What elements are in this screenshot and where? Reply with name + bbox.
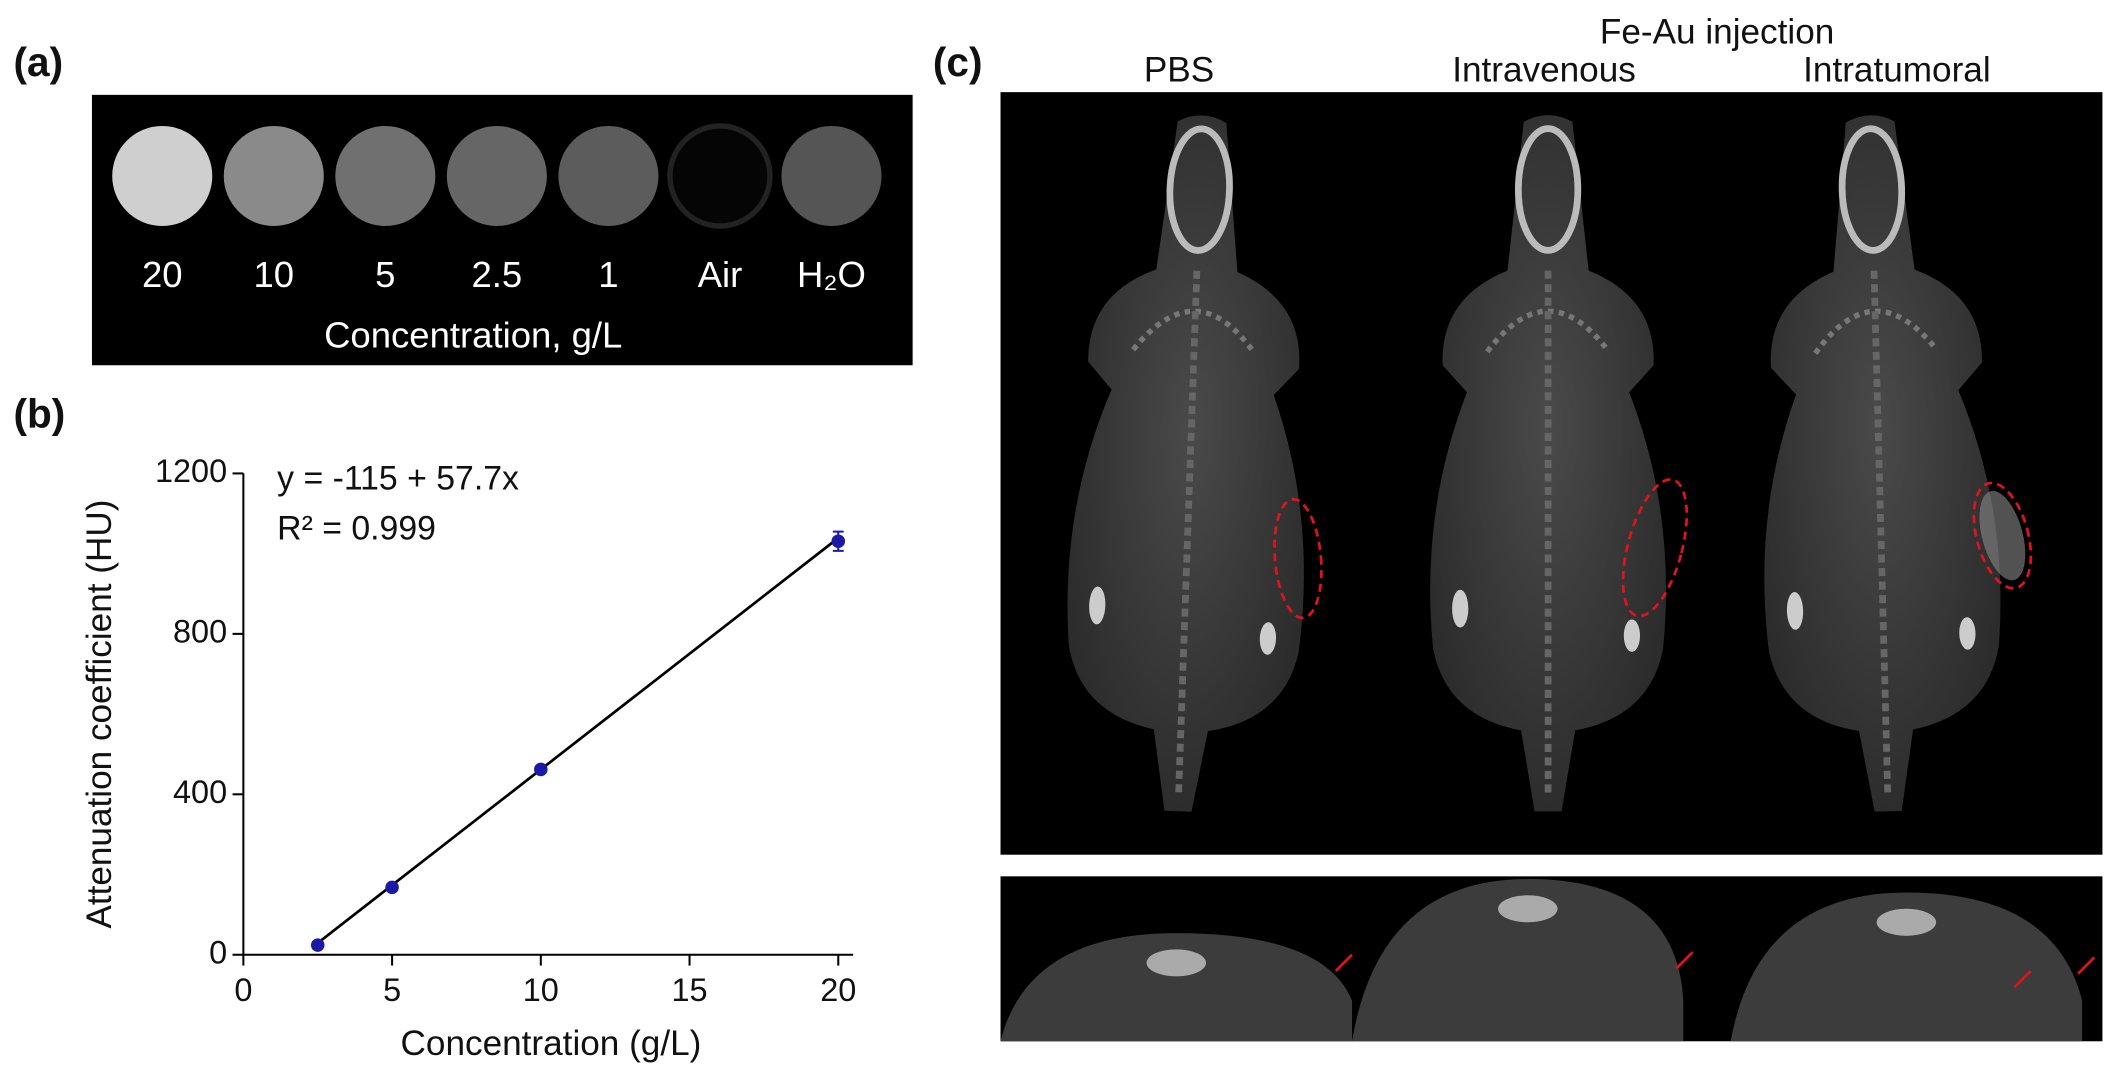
axial-slice — [1000, 933, 1353, 1042]
phantom-label: 10 — [253, 254, 294, 295]
phantom-label: H₂O — [797, 254, 866, 295]
phantom-tube — [667, 123, 773, 229]
data-point — [831, 534, 846, 548]
annotation: y = -115 + 57.7x — [277, 460, 519, 498]
phantom-label: 5 — [375, 254, 395, 295]
phantom-label: 2.5 — [471, 254, 522, 295]
bone — [1786, 591, 1804, 630]
phantom-label: 20 — [142, 254, 183, 295]
tumor-outline — [1273, 497, 1323, 620]
bone — [1089, 586, 1106, 625]
y-axis-label: Attenuation coefficient (HU) — [80, 500, 119, 929]
panel-label: (c) — [933, 39, 983, 85]
bone — [1259, 622, 1277, 655]
x-tick-label: 5 — [383, 972, 401, 1008]
arrow — [2013, 970, 2032, 989]
axial-spine — [1146, 949, 1207, 977]
phantom-tube — [558, 125, 659, 227]
phantom-label: Air — [698, 254, 743, 295]
arrow — [2077, 956, 2096, 975]
skull — [1838, 125, 1906, 254]
annotation: R² = 0.999 — [277, 510, 436, 548]
axial-slice — [1352, 879, 1684, 1042]
mouse-body — [1067, 115, 1304, 812]
y-tick-label: 0 — [209, 934, 227, 970]
bone — [1959, 617, 1976, 650]
phantom-tubes: 20 10 5 2.5 1 Air H₂O — [112, 123, 882, 295]
bone — [1452, 589, 1469, 628]
x-tick-label: 0 — [234, 972, 252, 1008]
column-title: Intratumoral — [1803, 50, 1990, 89]
data-point — [534, 762, 548, 777]
panel-label: (b) — [14, 390, 66, 436]
data-point — [310, 938, 325, 952]
y-tick-label: 1200 — [155, 453, 227, 489]
x-tick-label: 20 — [820, 972, 856, 1008]
column-title: PBS — [1144, 50, 1214, 89]
chart: 0 5 10 15 20 0 400 800 1200 Concentration (g/L) At… — [80, 453, 856, 1063]
axial-spine — [1498, 895, 1558, 923]
ct-mice — [1000, 115, 2096, 1042]
arrow — [1675, 951, 1694, 970]
phantom-label: 1 — [598, 254, 618, 295]
tumor-outline — [1621, 478, 1689, 618]
fit-line — [316, 536, 840, 945]
arrow — [1334, 953, 1353, 972]
x-tick-label: 15 — [671, 972, 707, 1008]
y-tick-label: 800 — [173, 613, 227, 649]
data-point — [385, 880, 399, 895]
y-tick-label: 400 — [173, 774, 227, 810]
spine — [1175, 270, 1201, 798]
axial-spine — [1876, 908, 1937, 936]
bone — [1623, 619, 1641, 652]
axial-slice — [1730, 892, 2083, 1042]
phantom-axis-label: Concentration, g/L — [324, 315, 622, 356]
phantom-tube — [446, 125, 547, 227]
spine — [1870, 270, 1892, 798]
ct-mouse — [1430, 115, 1667, 812]
x-axis-label: Concentration (g/L) — [401, 1024, 702, 1063]
tumor-outline — [1972, 481, 2033, 590]
panel-label: (a) — [14, 39, 64, 85]
phantom-tube — [335, 125, 436, 227]
x-tick-label: 10 — [523, 972, 559, 1008]
skull — [1166, 125, 1233, 254]
phantom-tube — [781, 125, 882, 227]
ct-mouse — [1067, 115, 1304, 812]
group-title: Fe-Au injection — [1600, 12, 1834, 51]
column-title: Intravenous — [1452, 50, 1636, 89]
phantom-tube — [112, 125, 213, 227]
phantom-tube — [223, 125, 324, 227]
tumor-signal — [1979, 490, 2026, 581]
ct-mouse — [1764, 115, 2001, 812]
skull — [1514, 125, 1582, 254]
